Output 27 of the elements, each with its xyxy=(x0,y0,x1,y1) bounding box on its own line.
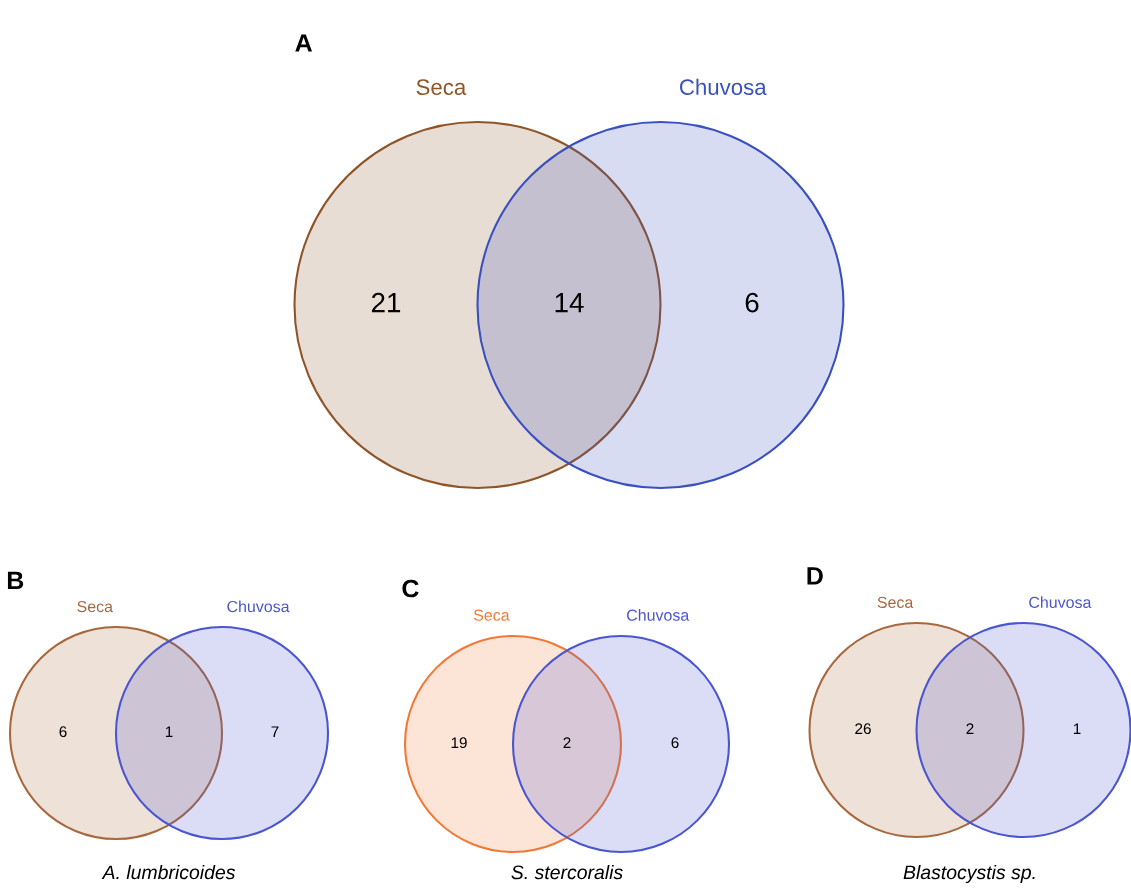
data-label: 19 xyxy=(451,737,467,749)
category-label: Chuvosa xyxy=(627,609,690,621)
data-label: 2 xyxy=(563,737,571,748)
category-label: Chuvosa xyxy=(680,78,767,96)
data-label: 1 xyxy=(1073,723,1081,734)
data-label: 14 xyxy=(555,293,584,313)
text: B xyxy=(7,571,24,589)
data-label: 7 xyxy=(271,726,279,737)
data-label: 2 xyxy=(966,723,974,734)
category-label: Chuvosa xyxy=(1029,596,1092,609)
text: Blastocystis sp. xyxy=(903,864,1035,884)
category-label: Seca xyxy=(877,596,914,609)
data-label: 26 xyxy=(855,723,871,735)
data-label: 1 xyxy=(165,726,173,737)
category-label: Seca xyxy=(473,609,510,621)
category-label: Chuvosa xyxy=(227,600,290,613)
text: A. lumbricoides xyxy=(101,864,236,880)
text: S. stercoralis xyxy=(511,864,623,880)
text: A xyxy=(295,34,313,52)
data-label: 6 xyxy=(745,292,759,313)
text: D xyxy=(807,567,823,585)
data-label: 6 xyxy=(671,737,679,749)
category-label: Seca xyxy=(416,79,467,96)
text: C xyxy=(402,579,419,598)
category-label: Seca xyxy=(77,600,113,613)
data-label: 6 xyxy=(59,726,67,738)
data-label: 21 xyxy=(371,292,401,313)
